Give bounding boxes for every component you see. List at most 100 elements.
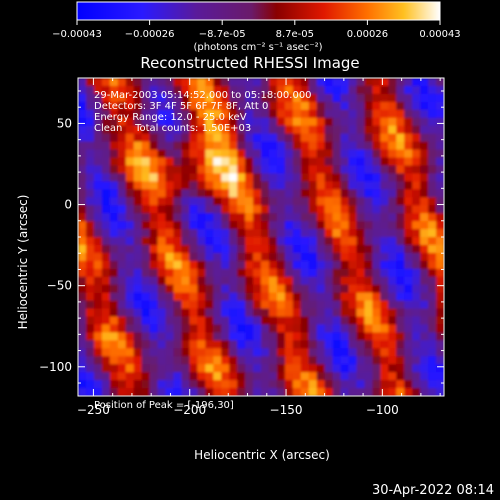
heatmap-cell xyxy=(181,324,190,333)
heatmap-cell xyxy=(324,356,334,365)
heatmap-cell xyxy=(380,141,389,151)
heatmap-cell xyxy=(364,181,373,190)
heatmap-cell xyxy=(78,109,87,119)
heatmap-cell xyxy=(364,284,373,294)
heatmap-cell xyxy=(117,165,127,174)
heatmap-cell xyxy=(348,133,358,143)
heatmap-cell xyxy=(396,221,405,230)
heatmap-cell xyxy=(364,133,373,143)
heatmap-cell xyxy=(364,93,373,103)
heatmap-cell xyxy=(189,268,198,278)
heatmap-cell xyxy=(109,300,119,310)
heatmap-cell xyxy=(356,284,366,294)
heatmap-cell xyxy=(316,189,326,198)
heatmap-cell xyxy=(388,101,397,111)
heatmap-cell xyxy=(141,292,151,302)
heatmap-cell xyxy=(173,380,183,389)
heatmap-cell xyxy=(316,284,326,294)
heatmap-cell xyxy=(348,348,358,357)
heatmap-cell xyxy=(237,348,246,357)
heatmap-cell xyxy=(189,388,198,396)
heatmap-cell xyxy=(85,252,95,262)
heatmap-cell xyxy=(284,189,294,198)
heatmap-cell xyxy=(412,197,421,206)
heatmap-cell xyxy=(308,173,318,182)
heatmap-cell xyxy=(157,372,167,381)
heatmap-cell xyxy=(340,364,350,373)
heatmap-cell xyxy=(141,324,151,333)
heatmap-cell xyxy=(332,348,342,357)
heatmap-cell xyxy=(85,125,95,135)
heatmap-cell xyxy=(237,324,246,333)
heatmap-cell xyxy=(428,181,437,190)
heatmap-cell xyxy=(276,141,286,151)
heatmap-cell xyxy=(125,125,135,135)
heatmap-cell xyxy=(93,268,103,278)
heatmap-cell xyxy=(93,125,103,135)
heatmap-cell xyxy=(388,213,397,222)
heatmap-cell xyxy=(149,308,159,318)
heatmap-cell xyxy=(245,101,254,111)
heatmap-cell xyxy=(109,229,119,238)
heatmap-cell xyxy=(380,276,389,286)
heatmap-cell xyxy=(101,340,111,349)
heatmap-cell xyxy=(404,244,413,254)
heatmap-cell xyxy=(237,85,246,95)
heatmap-cell xyxy=(380,149,389,159)
heatmap-cell xyxy=(141,173,151,182)
heatmap-cell xyxy=(332,181,342,190)
heatmap-cell xyxy=(436,181,444,190)
heatmap-cell xyxy=(284,205,294,214)
heatmap-cell xyxy=(300,133,310,143)
heatmap-cell xyxy=(428,372,437,381)
heatmap-cell xyxy=(364,229,373,238)
heatmap-cell xyxy=(125,173,135,182)
heatmap-cell xyxy=(261,221,270,230)
heatmap-cell xyxy=(276,133,286,143)
heatmap-cell xyxy=(101,149,111,159)
heatmap-cell xyxy=(332,268,342,278)
heatmap-cell xyxy=(181,244,190,254)
heatmap-cell xyxy=(388,364,397,373)
heatmap-cell xyxy=(276,260,286,270)
heatmap-cell xyxy=(268,117,278,127)
heatmap-cell xyxy=(253,78,262,87)
heatmap-cell xyxy=(420,372,429,381)
heatmap-cell xyxy=(117,348,127,357)
heatmap-cell xyxy=(412,260,421,270)
heatmap-cell xyxy=(261,300,270,310)
heatmap-cell xyxy=(412,189,421,198)
heatmap-cell xyxy=(372,252,381,262)
heatmap-cell xyxy=(237,372,246,381)
heatmap-cell xyxy=(253,276,262,286)
heatmap-cell xyxy=(340,300,350,310)
heatmap-cell xyxy=(101,372,111,381)
heatmap-cell xyxy=(78,189,87,198)
heatmap-cell xyxy=(356,157,366,167)
heatmap-cell xyxy=(340,221,350,230)
heatmap-cell xyxy=(109,93,119,103)
heatmap-cell xyxy=(85,340,95,349)
heatmap-cell xyxy=(388,252,397,262)
heatmap-cell xyxy=(173,260,183,270)
heatmap-cell xyxy=(117,197,127,206)
heatmap-cell xyxy=(141,340,151,349)
heatmap-cell xyxy=(205,388,214,396)
heatmap-cell xyxy=(93,308,103,318)
heatmap-cell xyxy=(93,101,103,111)
x-tick-label: −100 xyxy=(366,403,399,417)
heatmap-cell xyxy=(181,141,190,151)
heatmap-cell xyxy=(221,181,230,190)
heatmap-cell xyxy=(372,117,381,127)
annotation-detectors: Detectors: 3F 4F 5F 6F 7F 8F, Att 0 xyxy=(94,101,268,112)
heatmap-cell xyxy=(404,165,413,174)
heatmap-cell xyxy=(125,141,135,151)
heatmap-cell xyxy=(412,308,421,318)
heatmap-cell xyxy=(308,165,318,174)
heatmap-cell xyxy=(356,221,366,230)
heatmap-cell xyxy=(348,237,358,246)
heatmap-cell xyxy=(237,276,246,286)
heatmap-cell xyxy=(157,244,167,254)
heatmap-cell xyxy=(436,189,444,198)
